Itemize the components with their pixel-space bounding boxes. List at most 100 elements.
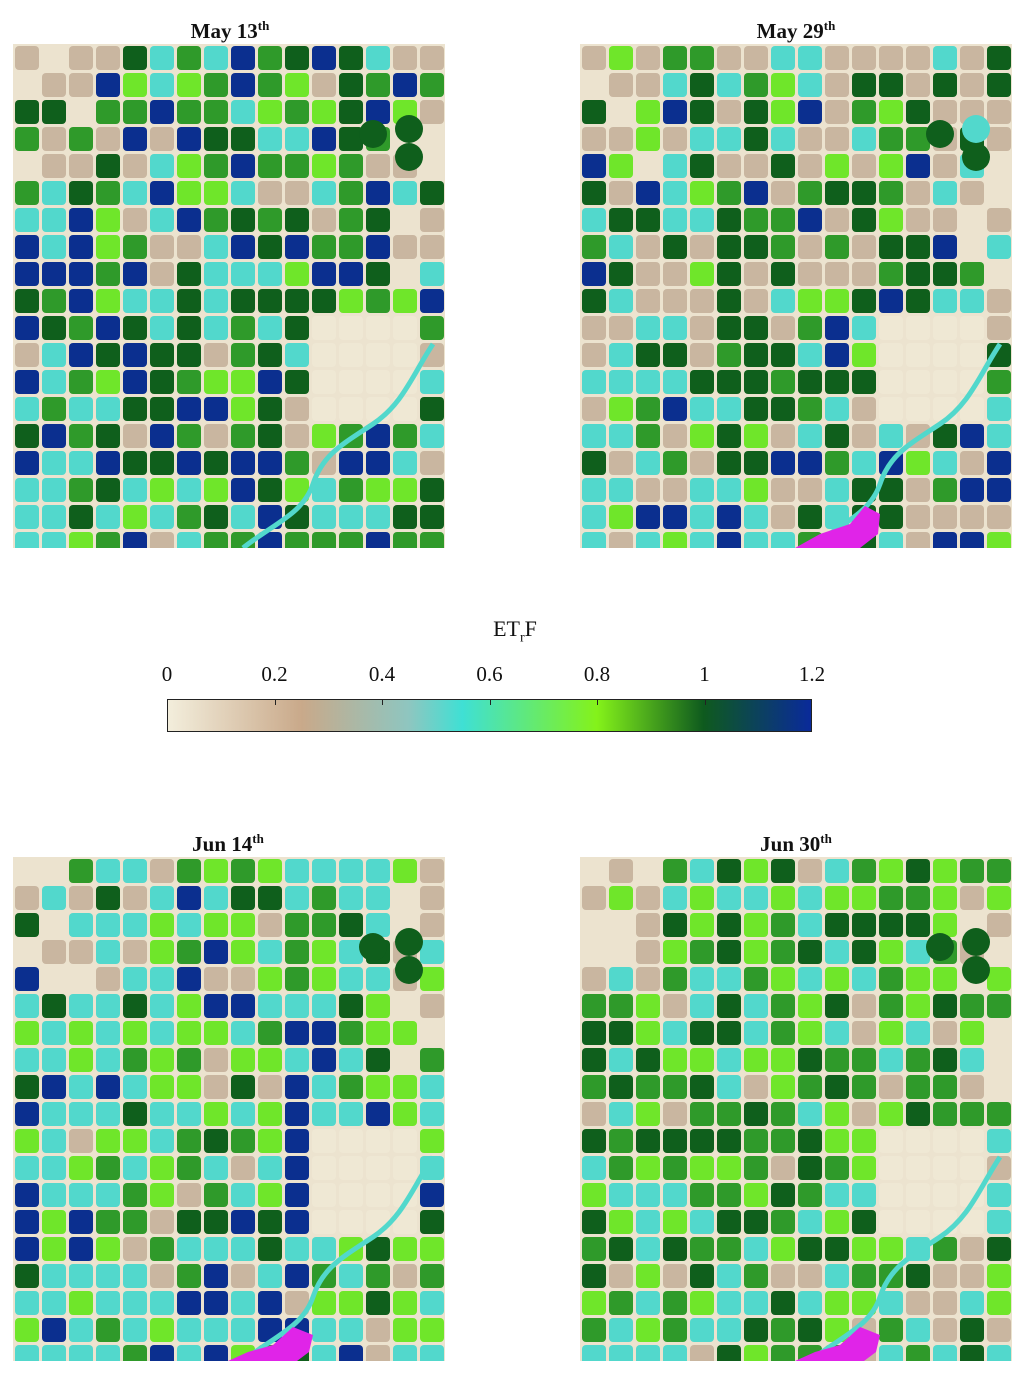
field-pixel	[798, 316, 822, 340]
field-pixel	[42, 994, 66, 1018]
field-pixel	[879, 478, 903, 502]
field-pixel	[960, 886, 984, 910]
field-pixel	[960, 1102, 984, 1126]
field-pixel	[906, 1021, 930, 1045]
panel-date: May 29	[756, 19, 824, 43]
field-pixel	[177, 1345, 201, 1361]
field-pixel	[204, 181, 228, 205]
field-pixel	[339, 1075, 363, 1099]
field-pixel	[960, 343, 984, 367]
colorbar-tick-mark	[704, 699, 706, 705]
field-pixel	[906, 859, 930, 883]
field-pixel	[582, 1156, 606, 1180]
field-pixel	[879, 1183, 903, 1207]
field-pixel	[339, 532, 363, 548]
field-pixel	[744, 343, 768, 367]
river	[241, 342, 436, 548]
field-pixel	[231, 154, 255, 178]
field-pixel	[771, 262, 795, 286]
field-pixel	[96, 100, 120, 124]
field-pixel	[15, 100, 39, 124]
field-pixel	[231, 1129, 255, 1153]
field-pixel	[987, 316, 1011, 340]
field-pixel	[906, 478, 930, 502]
field-pixel	[69, 316, 93, 340]
field-pixel	[663, 886, 687, 910]
field-pixel	[987, 1318, 1011, 1342]
field-pixel	[69, 397, 93, 421]
field-pixel	[825, 1129, 849, 1153]
field-pixel	[879, 235, 903, 259]
field-pixel	[771, 208, 795, 232]
field-pixel	[69, 532, 93, 548]
field-pixel	[879, 859, 903, 883]
field-pixel	[744, 532, 768, 548]
field-pixel	[69, 1075, 93, 1099]
colorbar-tick-label: 0.2	[261, 662, 288, 686]
panel-title: May 29th	[646, 18, 946, 44]
field-pixel	[717, 127, 741, 151]
field-pixel	[123, 913, 147, 937]
field-pixel	[663, 100, 687, 124]
field-pixel	[285, 154, 309, 178]
field-pixel	[177, 1291, 201, 1315]
field-pixel	[825, 289, 849, 313]
field-pixel	[312, 235, 336, 259]
field-pixel	[798, 370, 822, 394]
field-pixel	[339, 913, 363, 937]
field-pixel	[69, 1156, 93, 1180]
field-pixel	[690, 940, 714, 964]
field-pixel	[393, 181, 417, 205]
field-pixel	[15, 1237, 39, 1261]
field-pixel	[339, 967, 363, 991]
field-pixel	[312, 208, 336, 232]
field-pixel	[123, 208, 147, 232]
field-pixel	[69, 1048, 93, 1072]
field-pixel	[690, 235, 714, 259]
field-pixel	[987, 208, 1011, 232]
field-pixel	[717, 316, 741, 340]
field-pixel	[258, 397, 282, 421]
field-pixel	[69, 208, 93, 232]
field-pixel	[636, 1264, 660, 1288]
field-pixel	[933, 994, 957, 1018]
field-pixel	[825, 1210, 849, 1234]
field-pixel	[987, 1021, 1011, 1045]
field-pixel	[69, 1237, 93, 1261]
field-pixel	[744, 913, 768, 937]
field-pixel	[42, 1345, 66, 1361]
field-pixel	[420, 1129, 444, 1153]
field-pixel	[177, 1075, 201, 1099]
field-pixel	[42, 1291, 66, 1315]
field-pixel	[663, 1237, 687, 1261]
field-pixel	[393, 343, 417, 367]
field-pixel	[123, 967, 147, 991]
field-pixel	[906, 127, 930, 151]
field-pixel	[879, 424, 903, 448]
field-pixel	[636, 154, 660, 178]
field-pixel	[393, 262, 417, 286]
field-pixel	[744, 397, 768, 421]
field-pixel	[987, 154, 1011, 178]
field-pixel	[852, 1021, 876, 1045]
field-pixel	[717, 46, 741, 70]
field-pixel	[987, 127, 1011, 151]
field-pixel	[663, 208, 687, 232]
field-pixel	[312, 1210, 336, 1234]
field-pixel	[204, 967, 228, 991]
field-pixel	[879, 940, 903, 964]
field-pixel	[339, 1210, 363, 1234]
field-pixel	[258, 994, 282, 1018]
field-pixel	[258, 154, 282, 178]
field-pixel	[42, 967, 66, 991]
field-pixel	[420, 1291, 444, 1315]
field-pixel	[852, 181, 876, 205]
field-pixel	[717, 289, 741, 313]
field-pixel	[177, 1129, 201, 1153]
field-pixel	[609, 370, 633, 394]
field-pixel	[798, 1291, 822, 1315]
field-pixel	[771, 73, 795, 97]
field-pixel	[825, 424, 849, 448]
field-pixel	[150, 370, 174, 394]
field-pixel	[15, 967, 39, 991]
